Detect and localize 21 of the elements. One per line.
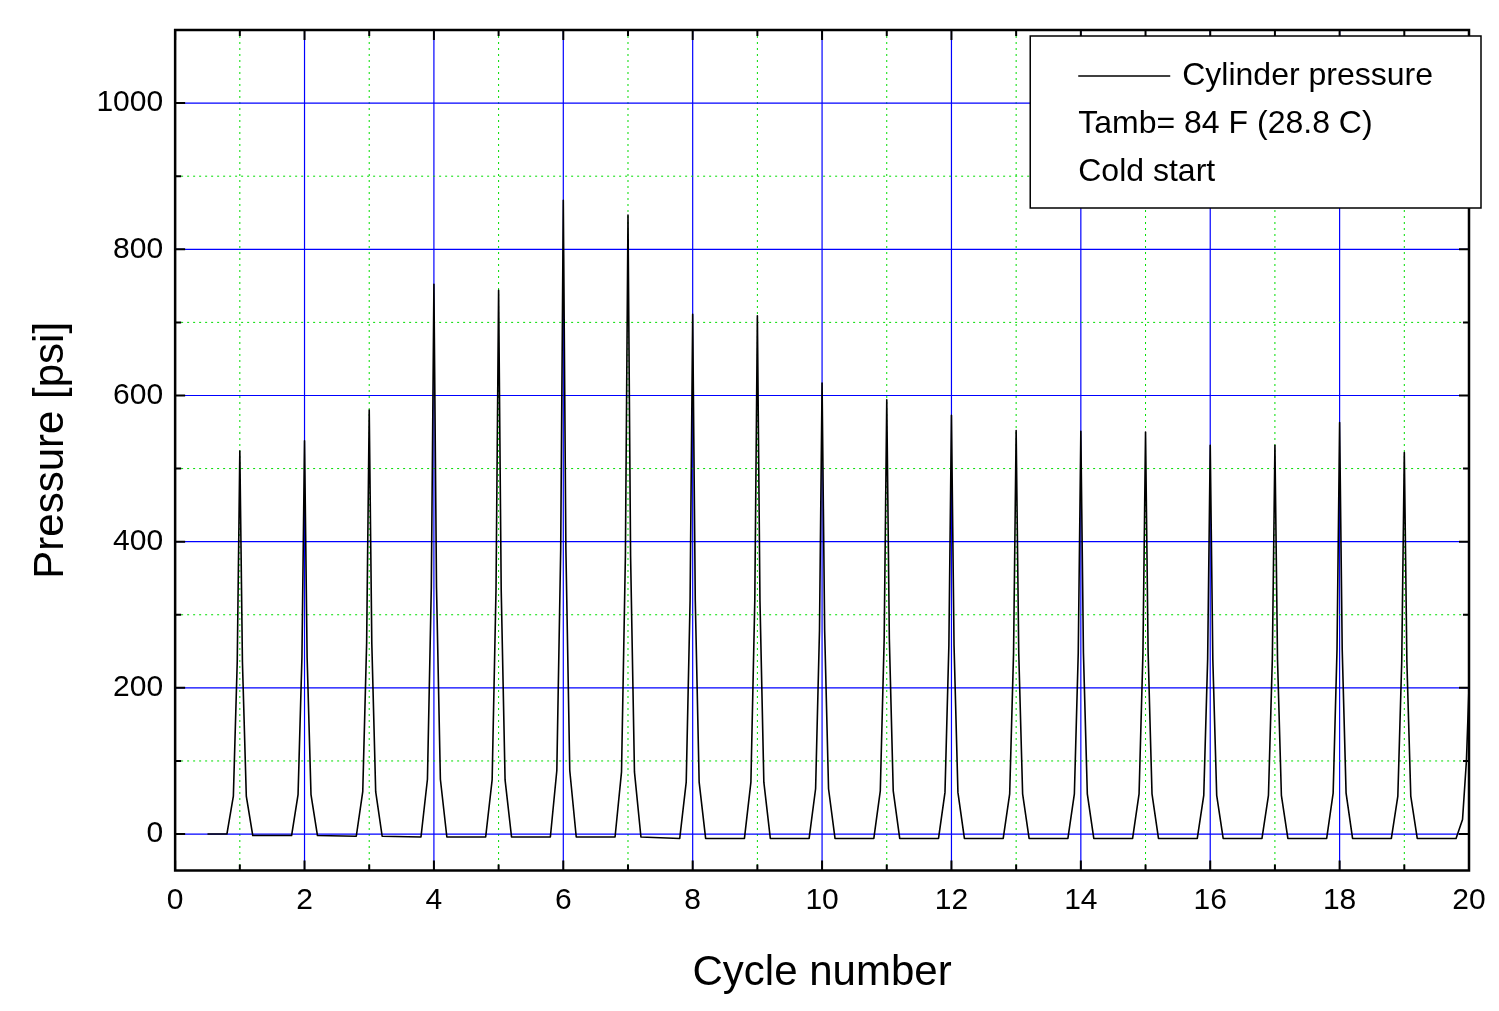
y-tick-label: 0 [146, 815, 164, 849]
x-axis-title: Cycle number [692, 947, 952, 995]
x-tick-label: 20 [1452, 881, 1486, 915]
x-tick-label: 8 [684, 881, 702, 915]
x-tick-label: 18 [1322, 881, 1357, 915]
x-tick-label: 14 [1064, 881, 1098, 915]
y-tick-label: 600 [113, 376, 164, 410]
x-tick-label: 10 [805, 881, 839, 915]
y-axis-title: Pressure [psi] [24, 321, 72, 579]
legend-label: Cylinder pressure [1182, 55, 1433, 92]
x-tick-label: 12 [934, 881, 969, 915]
y-tick-label: 1000 [96, 84, 164, 118]
x-tick-label: 4 [425, 881, 443, 915]
y-tick-label: 400 [113, 522, 164, 556]
x-tick-label: 6 [554, 881, 572, 915]
annotation: Cold start [1078, 151, 1216, 188]
x-tick-label: 2 [296, 881, 313, 915]
y-tick-label: 200 [113, 669, 164, 703]
y-tick-label: 800 [113, 230, 164, 264]
annotation: Tamb= 84 F (28.8 C) [1078, 103, 1373, 140]
x-tick-label: 16 [1193, 881, 1227, 915]
